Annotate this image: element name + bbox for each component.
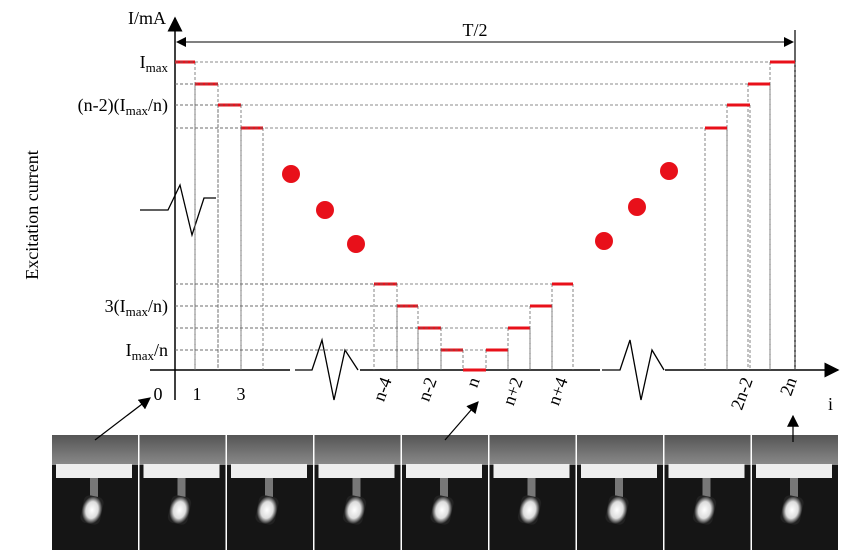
photo-bar	[406, 464, 482, 478]
photo-bar	[581, 464, 657, 478]
photo-glow	[80, 495, 104, 525]
label-part: I	[140, 52, 146, 72]
ellipsis-dot	[316, 201, 334, 219]
photo-rod	[177, 478, 186, 500]
ellipsis-dot	[282, 165, 300, 183]
y-tick-label: Imax/n	[126, 340, 168, 363]
subscript: max	[132, 348, 155, 363]
ellipsis-dot	[628, 198, 646, 216]
gap	[290, 360, 360, 380]
photo-frame	[752, 435, 838, 550]
ellipsis-dot	[347, 235, 365, 253]
photo-frame	[577, 435, 663, 550]
photo-top	[664, 435, 751, 465]
y-tick-label: 3(Imax/n)	[105, 296, 168, 319]
photo-top	[577, 435, 663, 465]
photo-frame	[314, 435, 401, 550]
x-tick-label: n	[462, 375, 484, 390]
photo-glow	[517, 495, 542, 525]
photo-bar	[56, 464, 132, 478]
photo-top	[489, 435, 576, 465]
photo-top	[227, 435, 313, 465]
photo-rod	[615, 478, 623, 500]
photo-bar	[493, 464, 570, 478]
subscript: max	[126, 103, 149, 118]
photo-glow	[342, 495, 367, 525]
photo-glow	[255, 495, 279, 525]
zigzag	[602, 339, 665, 401]
photo-glow	[167, 495, 192, 525]
photo-top	[139, 435, 226, 465]
photo-rod	[702, 478, 711, 500]
photo-frame	[402, 435, 488, 550]
photo-rod	[90, 478, 98, 500]
photo-rod	[527, 478, 536, 500]
photo-bar	[143, 464, 220, 478]
subscript: max	[126, 304, 149, 319]
span-label: T/2	[463, 20, 488, 40]
ellipsis-dot	[660, 162, 678, 180]
label-part: I	[126, 340, 132, 360]
photo-frame	[489, 435, 576, 550]
x-tick-label: 2n	[776, 375, 801, 399]
photo-rod	[265, 478, 273, 500]
photo-bar	[231, 464, 307, 478]
photo-top	[314, 435, 401, 465]
label-part: /n)	[148, 95, 168, 116]
label-part: 3(I	[105, 296, 126, 317]
photo-glow	[430, 495, 454, 525]
photo-rod	[440, 478, 448, 500]
ellipsis-dot	[595, 232, 613, 250]
label-part: (n-2)(I	[78, 95, 126, 116]
pointer-arrow	[94, 397, 151, 441]
subscript: max	[146, 60, 169, 75]
pointer-arrow	[444, 401, 479, 441]
photo-rod	[352, 478, 361, 500]
photo-top	[752, 435, 838, 465]
x-tick-label: 1	[193, 384, 202, 404]
y-axis-title: I/mA	[128, 8, 166, 28]
photo-frame	[227, 435, 313, 550]
x-tick-label: 0	[154, 384, 163, 404]
y-label: Excitation current	[22, 150, 42, 279]
x-tick-label: n+4	[543, 375, 571, 408]
x-tick-label: n-2	[414, 375, 441, 404]
photo-bar	[756, 464, 832, 478]
photo-glow	[692, 495, 717, 525]
x-tick-label: 3	[237, 384, 246, 404]
photo-rod	[790, 478, 798, 500]
photo-frame	[664, 435, 751, 550]
label-part: /n)	[148, 296, 168, 317]
photo-glow	[605, 495, 629, 525]
x-tick-label: 2n-2	[727, 375, 757, 413]
x-axis-title: i	[828, 394, 833, 414]
photo-bar	[318, 464, 395, 478]
photo-frame	[52, 435, 138, 550]
photo-frame	[139, 435, 226, 550]
zigzag	[140, 183, 216, 238]
y-tick-label: Imax	[140, 52, 169, 75]
x-tick-label: n+2	[498, 375, 526, 408]
photo-bar	[668, 464, 745, 478]
zigzag	[295, 337, 359, 401]
x-tick-label: n-4	[369, 375, 396, 404]
y-tick-label: (n-2)(Imax/n)	[78, 95, 168, 118]
label-part: /n	[154, 340, 168, 360]
plot: Imax(n-2)(Imax/n)3(Imax/n)Imax/n0 1 3 n-4 n-…	[52, 16, 840, 550]
photo-glow	[780, 495, 804, 525]
